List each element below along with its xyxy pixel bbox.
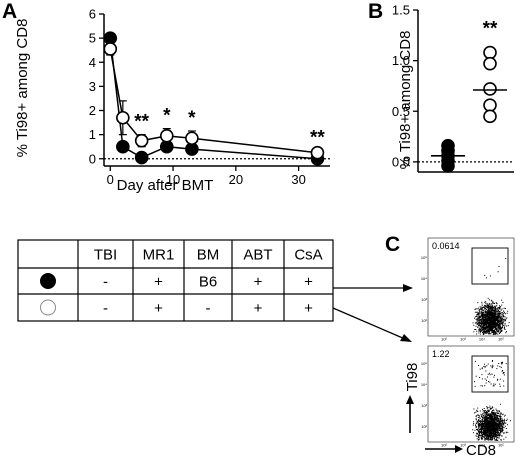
b-y-tick-label: 0.5 [392, 104, 410, 119]
table-cell: - [206, 300, 211, 317]
b-significance: ** [483, 19, 498, 40]
table-header-abt: ABT [243, 247, 272, 264]
a-y-tick-label: 1 [89, 127, 96, 142]
b-y-tick-label: 1.5 [392, 3, 410, 18]
flow-plot-frame [427, 345, 515, 443]
c-x-tick-label: 10⁵ [498, 337, 504, 342]
a-y-tick-label: 0 [89, 151, 96, 166]
a-significance: ** [134, 112, 149, 133]
table-header-tbi: TBI [94, 247, 117, 264]
c-y-axis-label: Ti98 [404, 363, 421, 392]
a-y-tick-label: 5 [89, 31, 96, 46]
c-x-tick-label: 10⁴ [479, 443, 485, 448]
a-significance: * [163, 106, 171, 127]
c-y-tick-label: 10⁴ [421, 382, 427, 387]
table-header-bm: BM [197, 247, 220, 264]
a-series-line-2 [109, 48, 318, 154]
a-y-tick-label: 4 [89, 55, 96, 70]
b-y-tick-label: 0.0 [392, 154, 410, 169]
chart-c: 0.0614 10² 10² 10³ 10³ 10⁴ 10⁴ 10⁵ 10⁵ 1.22 10² 10²… [404, 237, 515, 459]
gate-percent: 0.0614 [432, 241, 460, 251]
a-point-open [185, 131, 199, 146]
a-series-line-1 [109, 38, 318, 160]
table-cell: - [103, 300, 108, 317]
flow-events [472, 360, 511, 441]
c-x-axis-label: CD8 [466, 442, 496, 459]
b-point-filled [441, 159, 455, 173]
a-point-open [116, 110, 130, 125]
a-x-tick-label: 10 [166, 172, 180, 187]
b-y-axis-label: % Ti98+ among CD8 [397, 31, 414, 170]
b-y-tick-label: 1.0 [392, 53, 410, 68]
c-y-tick-label: 10³ [421, 403, 427, 408]
table-cell: + [254, 300, 263, 317]
a-point-open [310, 145, 325, 160]
b-point-open [483, 98, 497, 112]
b-point-open [483, 45, 497, 60]
a-point-open [103, 42, 118, 56]
c-x-tick-label: 10³ [460, 337, 466, 342]
c-x-tick-label: 10³ [460, 443, 466, 448]
table-cell: + [154, 300, 163, 317]
c-x-tick-label: 10² [441, 443, 447, 448]
a-point-open [159, 129, 174, 143]
b-point-open [483, 56, 497, 71]
table-cell: + [304, 300, 313, 317]
table-header-mr1: MR1 [143, 247, 175, 264]
panel-label-c: C [385, 233, 400, 256]
b-point-open [483, 109, 497, 124]
ti98-arrow-head [406, 395, 414, 404]
c-y-tick-label: 10² [421, 318, 427, 323]
a-y-axis-label: % Ti98+ among CD8 [14, 19, 31, 158]
c-y-tick-label: 10³ [421, 297, 427, 302]
gate-box [471, 247, 509, 285]
table-cell: B6 [199, 274, 217, 291]
a-significance: * [188, 108, 196, 129]
table-border [17, 239, 334, 322]
c-x-tick-label: 10⁵ [498, 443, 504, 448]
c-x-tick-label: 10⁴ [479, 337, 485, 342]
treatment-table: TBI MR1 BM ABT CsA - + B6 + + - + - + + [17, 239, 334, 322]
a-x-tick-label: 30 [291, 172, 305, 187]
a-x-tick-label: 0 [107, 172, 114, 187]
open-circle-symbol [40, 299, 56, 316]
gate-percent: 1.22 [432, 349, 450, 359]
table-header-csa: CsA [294, 247, 322, 264]
panel-label-a: A [2, 0, 17, 23]
panel-label-b: B [368, 0, 383, 23]
a-y-tick-label: 2 [89, 103, 96, 118]
flow-plot-1: 0.0614 10² 10² 10³ 10³ 10⁴ 10⁴ 10⁵ 10⁵ [421, 237, 515, 342]
a-x-axis-label: Day after BMT [117, 177, 214, 194]
table-cell: + [254, 274, 263, 291]
a-point-filled [134, 150, 149, 165]
flow-events [472, 258, 510, 335]
gate-box [471, 355, 509, 393]
table-cell: - [103, 274, 108, 291]
b-point-open [483, 82, 497, 96]
flow-plot-2: 1.22 10² 10² 10³ 10³ 10⁴ 10⁴ 10⁵ 10⁵ [421, 345, 515, 448]
filled-circle-symbol [40, 273, 56, 289]
cd8-arrow-head [455, 445, 463, 453]
arrow-head-top [403, 284, 413, 292]
a-point-filled [116, 139, 130, 154]
a-y-tick-label: 6 [89, 7, 96, 22]
table-cell: + [154, 274, 163, 291]
arrow-head-bottom [400, 334, 412, 342]
c-y-tick-label: 10² [421, 424, 427, 429]
chart-b: 0.0 0.5 1.0 1.5 ** % Ti98+ among CD8 [392, 3, 514, 173]
c-y-tick-label: 10⁴ [421, 276, 427, 281]
table-cell: + [304, 274, 313, 291]
c-y-tick-label: 10⁵ [421, 255, 427, 260]
a-significance: ** [310, 127, 325, 148]
a-point-open [134, 133, 149, 148]
arrows [332, 284, 413, 342]
arrow-line-bottom [332, 307, 406, 340]
c-x-tick-label: 10² [441, 337, 447, 342]
c-y-tick-label: 10⁵ [421, 361, 427, 366]
a-y-tick-label: 3 [89, 79, 96, 94]
a-x-tick-label: 20 [229, 172, 243, 187]
